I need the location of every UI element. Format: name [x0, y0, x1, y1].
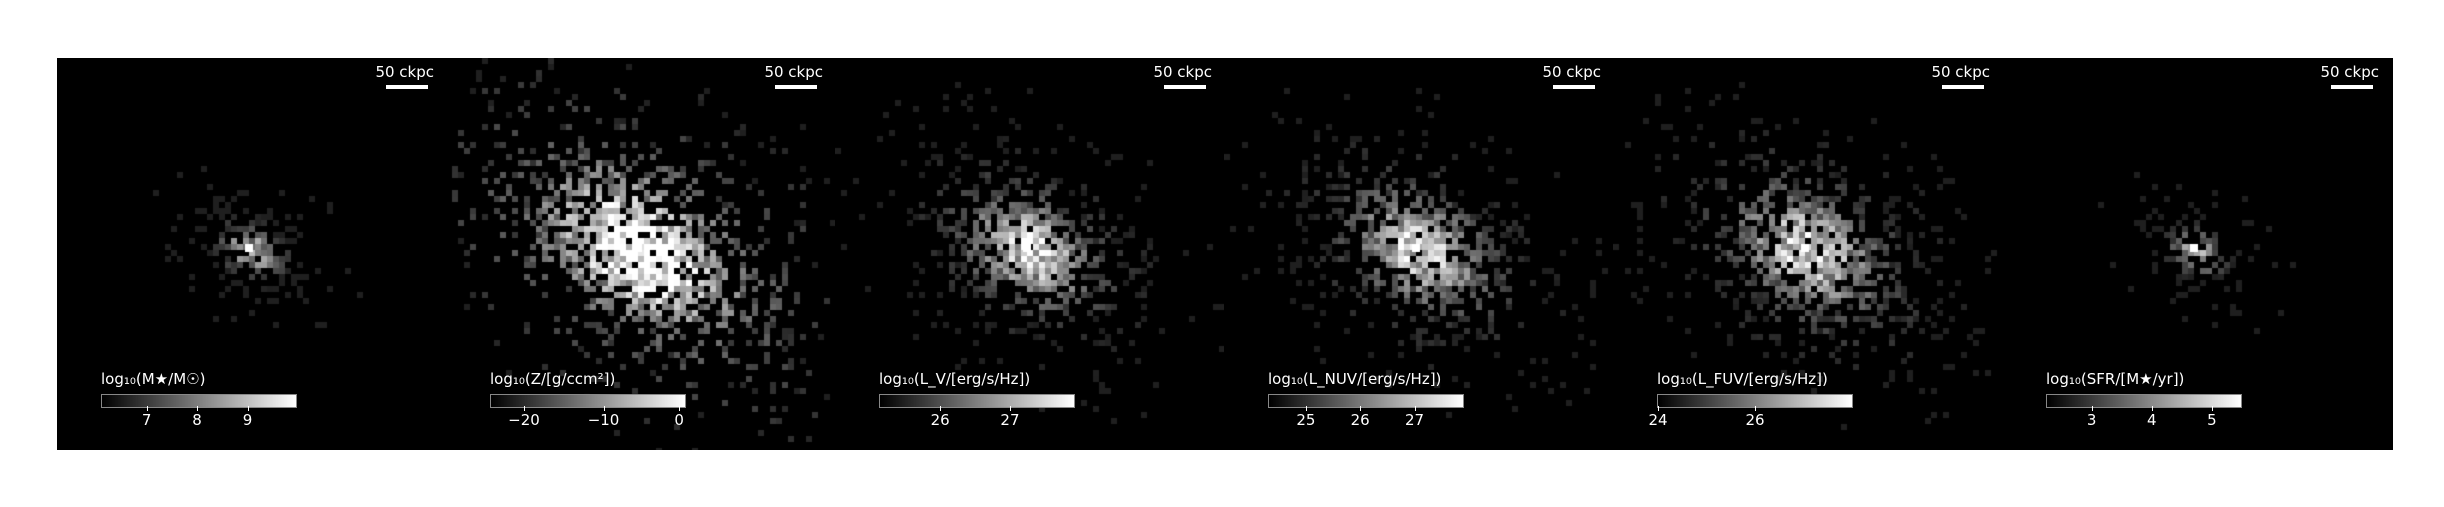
colorbar-tick-label: 27: [1404, 411, 1425, 429]
colorbar-tick: [2211, 406, 2213, 411]
colorbar-tick-label: 26: [1350, 411, 1370, 429]
colorbar-tick: [247, 406, 249, 411]
panel-fuv-luminosity: 50 ckpc log₁₀(L_FUV/[erg/s/Hz]) 24 26: [1613, 58, 2002, 450]
map-image-fuv-luminosity: [1613, 58, 2002, 450]
colorbar: [101, 394, 297, 408]
colorbar-tick: [197, 406, 199, 411]
colorbar-tick: [1360, 406, 1362, 411]
colorbar-tick: [940, 406, 942, 411]
colorbar-tick-label: 26: [930, 411, 950, 429]
colorbar-tick: [523, 406, 525, 411]
colorbar-tick-label: 7: [141, 411, 152, 429]
colorbar-label: log₁₀(L_FUV/[erg/s/Hz]): [1657, 370, 1828, 388]
colorbar-tick: [1305, 406, 1307, 411]
panel-nuv-luminosity: 50 ckpc log₁₀(L_NUV/[erg/s/Hz]) 25 26 27: [1224, 58, 1613, 450]
colorbar-tick: [1658, 406, 1659, 411]
map-image-stellar-mass: [57, 58, 446, 450]
colorbar-label: log₁₀(L_V/[erg/s/Hz]): [879, 370, 1031, 388]
map-image-star-formation-rate: [2002, 58, 2391, 450]
scale-bar: [2331, 85, 2373, 89]
colorbar-tick: [1414, 406, 1416, 411]
colorbar-label: log₁₀(Z/[g/ccm²]): [490, 370, 616, 388]
colorbar-tick-label: −10: [587, 411, 620, 429]
map-image-nuv-luminosity: [1224, 58, 1613, 450]
map-image-metallicity: [446, 58, 835, 450]
scale-bar: [1553, 85, 1595, 89]
colorbar-tick-label: 26: [1745, 411, 1765, 429]
colorbar-tick-label: 5: [2207, 411, 2217, 429]
scale-bar: [386, 85, 428, 89]
colorbar-label: log₁₀(SFR/[M★/yr]): [2046, 370, 2185, 388]
colorbar-tick: [2091, 406, 2093, 411]
panel-star-formation-rate: 50 ckpc log₁₀(SFR/[M★/yr]) 3 4 5: [2002, 58, 2391, 450]
colorbar: [1268, 394, 1464, 408]
colorbar-tick: [603, 406, 605, 411]
panel-v-band-luminosity: 50 ckpc log₁₀(L_V/[erg/s/Hz]) 26 27: [835, 58, 1224, 450]
map-image-v-band-luminosity: [835, 58, 1224, 450]
panel-stellar-mass: 50 ckpc log₁₀(M★/M☉) 7 8 9: [57, 58, 446, 450]
colorbar-tick-label: 27: [1000, 411, 1020, 429]
colorbar-tick-label: 9: [242, 411, 253, 429]
scale-bar: [1942, 85, 1984, 89]
scale-label: 50 ckpc: [375, 63, 434, 81]
colorbar-tick: [679, 406, 681, 411]
scale-bar: [1164, 85, 1206, 89]
colorbar-tick-label: 25: [1296, 411, 1316, 429]
colorbar-label: log₁₀(M★/M☉): [101, 370, 206, 388]
colorbar: [490, 394, 686, 408]
scale-bar: [775, 85, 817, 89]
colorbar: [2046, 394, 2242, 408]
scale-label: 50 ckpc: [764, 63, 823, 81]
colorbar-tick-label: 3: [2086, 411, 2097, 429]
colorbar-tick-label: 4: [2146, 411, 2157, 429]
scale-label: 50 ckpc: [1542, 63, 1601, 81]
scale-label: 50 ckpc: [1153, 63, 1212, 81]
colorbar-tick-label: 24: [1648, 411, 1668, 429]
scale-label: 50 ckpc: [1931, 63, 1990, 81]
scale-label: 50 ckpc: [2320, 63, 2379, 81]
colorbar-tick: [1009, 406, 1011, 411]
panel-strip: 50 ckpc log₁₀(M★/M☉) 7 8 9 50 ckpc log₁₀(Z/[g/…: [57, 58, 2393, 450]
colorbar-tick-label: −20: [508, 411, 540, 429]
colorbar: [879, 394, 1075, 408]
colorbar-tick: [1755, 406, 1756, 411]
colorbar-tick: [2151, 406, 2153, 411]
colorbar-label: log₁₀(L_NUV/[erg/s/Hz]): [1268, 370, 1442, 388]
colorbar-tick: [146, 406, 148, 411]
colorbar-tick-label: 0: [674, 411, 684, 429]
panel-metallicity: 50 ckpc log₁₀(Z/[g/ccm²]) −20 −10 0: [446, 58, 835, 450]
colorbar-tick-label: 8: [192, 411, 202, 429]
